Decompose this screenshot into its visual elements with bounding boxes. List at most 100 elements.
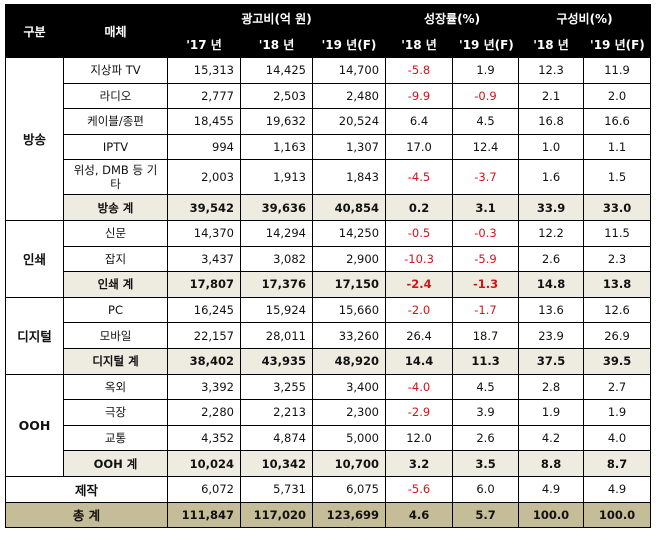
spend-18: 2,503 — [240, 82, 313, 110]
growth-18: -2.9 — [385, 399, 454, 426]
spend-17: 22,157 — [167, 322, 241, 349]
growth-19f: -0.9 — [452, 82, 520, 110]
growth-18: -10.3 — [385, 245, 454, 273]
table-row: OOH 옥외 3,392 3,255 3,400 -4.0 4.5 2.8 2.… — [5, 373, 652, 477]
growth-18: -2.4 — [385, 271, 454, 298]
growth-19f: -1.3 — [452, 271, 520, 298]
header-growth-19f: '19 년(F) — [452, 31, 520, 58]
spend-17: 2,280 — [167, 399, 241, 426]
header-growth: 성장률(%) — [385, 4, 520, 32]
spend-18: 39,636 — [240, 194, 313, 221]
header-growth-18: '18 년 — [385, 31, 454, 58]
share-18: 100.0 — [518, 501, 585, 529]
spend-17: 3,392 — [167, 373, 241, 401]
header-ad-spend: 광고비(억 원) — [166, 4, 387, 32]
header-category: 구분 — [5, 4, 64, 58]
table-row: 케이블/종편 18,455 19,632 20,524 6.4 4.5 16.8… — [6, 108, 652, 135]
share-19f: 4.9 — [583, 475, 652, 503]
share-18: 1.0 — [518, 133, 585, 161]
table-row: 디지털 PC 16,245 15,924 15,660 -2.0 -1.7 13… — [5, 296, 652, 375]
growth-19f: 2.6 — [452, 424, 520, 452]
spend-19f: 14,250 — [311, 219, 387, 247]
spend-17: 111,847 — [167, 501, 241, 529]
category-broadcast: 방송 — [5, 57, 64, 221]
media-cell: 위성, DMB 등 기타 — [63, 159, 168, 196]
grand-total-row: 총 계 111,847 117,020 123,699 4.6 5.7 100.… — [5, 501, 652, 529]
table-row: 교통 4,352 4,874 5,000 12.0 2.6 4.2 4.0 — [6, 424, 652, 452]
spend-18: 2,213 — [240, 399, 313, 426]
subtotal-row-ooh: OOH 계 10,024 10,342 10,700 3.2 3.5 8.8 8… — [6, 450, 652, 477]
spend-19f: 5,000 — [311, 424, 387, 452]
spend-19f: 2,900 — [311, 245, 387, 273]
share-19f: 11.5 — [583, 219, 652, 247]
spend-17: 994 — [167, 133, 241, 161]
spend-19f: 1,307 — [311, 133, 387, 161]
growth-18: 26.4 — [385, 322, 454, 349]
subtotal-label: 디지털 계 — [63, 347, 168, 375]
spend-17: 14,370 — [167, 219, 241, 247]
media-cell: 교통 — [63, 424, 168, 452]
table-row: 모바일 22,157 28,011 33,260 26.4 18.7 23.9 … — [6, 322, 652, 349]
growth-18: -4.5 — [385, 159, 454, 196]
header-media: 매체 — [63, 4, 168, 58]
growth-18: 4.6 — [385, 501, 454, 529]
share-18: 2.8 — [518, 373, 585, 401]
table-row: IPTV 994 1,163 1,307 17.0 12.4 1.0 1.1 — [6, 133, 652, 161]
spend-19f: 2,480 — [311, 82, 387, 110]
spend-18: 17,376 — [240, 271, 313, 298]
spend-18: 28,011 — [240, 322, 313, 349]
growth-19f: 5.7 — [452, 501, 520, 529]
share-18: 4.9 — [518, 475, 585, 503]
growth-19f: 4.5 — [452, 108, 520, 135]
category-digital: 디지털 — [5, 296, 64, 375]
share-18: 2.6 — [518, 245, 585, 273]
growth-19f: 11.3 — [452, 347, 520, 375]
spend-19f: 14,700 — [311, 57, 387, 84]
media-cell: 모바일 — [63, 322, 168, 349]
grand-total-label: 총 계 — [5, 501, 168, 529]
growth-19f: -1.7 — [452, 296, 520, 324]
share-18: 23.9 — [518, 322, 585, 349]
growth-18: 6.4 — [385, 108, 454, 135]
spend-18: 14,425 — [240, 57, 313, 84]
spend-19f: 33,260 — [311, 322, 387, 349]
media-cell: 지상파 TV — [63, 57, 168, 84]
growth-18: -5.6 — [385, 475, 454, 503]
spend-19f: 1,843 — [311, 159, 387, 196]
share-19f: 11.9 — [583, 57, 652, 84]
table-header: 구분 매체 광고비(억 원) 성장률(%) 구성비(%) '17 년 '18 년… — [5, 4, 652, 58]
growth-18: -2.0 — [385, 296, 454, 324]
spend-17: 2,777 — [167, 82, 241, 110]
spend-17: 15,313 — [167, 57, 241, 84]
spend-18: 5,731 — [240, 475, 313, 503]
spend-17: 2,003 — [167, 159, 241, 196]
share-19f: 2.7 — [583, 373, 652, 401]
growth-19f: 3.9 — [452, 399, 520, 426]
production-row: 제작 6,072 5,731 6,075 -5.6 6.0 4.9 4.9 — [5, 475, 652, 503]
header-share-18: '18 년 — [518, 31, 585, 58]
media-cell: 라디오 — [63, 82, 168, 110]
ad-spend-table: 구분 매체 광고비(억 원) 성장률(%) 구성비(%) '17 년 '18 년… — [5, 4, 652, 529]
share-18: 1.9 — [518, 399, 585, 426]
growth-19f: 4.5 — [452, 373, 520, 401]
growth-19f: -0.3 — [452, 219, 520, 247]
spend-18: 3,255 — [240, 373, 313, 401]
share-18: 14.8 — [518, 271, 585, 298]
spend-17: 39,542 — [167, 194, 241, 221]
share-18: 12.2 — [518, 219, 585, 247]
spend-18: 3,082 — [240, 245, 313, 273]
share-18: 16.8 — [518, 108, 585, 135]
growth-19f: -5.9 — [452, 245, 520, 273]
spend-18: 10,342 — [240, 450, 313, 477]
header-share: 구성비(%) — [518, 4, 652, 32]
table-body: 방송 지상파 TV 15,313 14,425 14,700 -5.8 1.9 … — [5, 57, 652, 529]
share-18: 1.6 — [518, 159, 585, 196]
share-19f: 1.9 — [583, 399, 652, 426]
share-19f: 1.1 — [583, 133, 652, 161]
share-19f: 100.0 — [583, 501, 652, 529]
growth-18: 12.0 — [385, 424, 454, 452]
share-19f: 2.0 — [583, 82, 652, 110]
spend-18: 15,924 — [240, 296, 313, 324]
table-row: 잡지 3,437 3,082 2,900 -10.3 -5.9 2.6 2.3 — [6, 245, 652, 273]
spend-19f: 10,700 — [311, 450, 387, 477]
